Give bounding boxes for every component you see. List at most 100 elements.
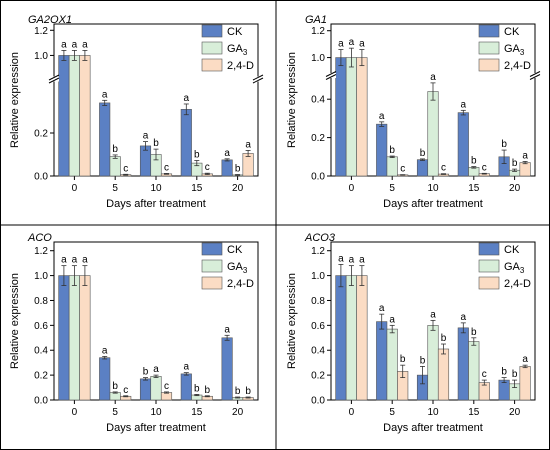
y-tick-label: 0.4 xyxy=(311,346,325,357)
y-tick-label: 0.6 xyxy=(311,321,325,332)
significance-letter: a xyxy=(224,324,230,335)
significance-letter: a xyxy=(461,99,467,110)
x-axis-title: Days after treatment xyxy=(106,198,206,210)
significance-letter: b xyxy=(194,383,200,394)
axis-break-gap xyxy=(326,73,336,78)
legend-label-2: GA3 xyxy=(504,261,525,275)
x-tick-label: 15 xyxy=(191,407,203,418)
significance-letter: a xyxy=(245,139,251,150)
x-tick-label: 15 xyxy=(468,183,480,194)
significance-letter: a xyxy=(153,364,159,375)
legend-label-1: CK xyxy=(227,244,243,256)
x-tick-label: 5 xyxy=(112,407,118,418)
bar-ck-5 xyxy=(99,357,111,401)
y-tick-label: 0.0 xyxy=(311,172,325,183)
y-axis-title: Relative expression xyxy=(286,52,298,148)
x-tick-label: 10 xyxy=(427,183,439,194)
legend-swatch-2 xyxy=(478,259,500,273)
y-tick-label: 1.0 xyxy=(311,53,325,64)
legend-label-1: CK xyxy=(504,26,520,38)
x-tick-label: 10 xyxy=(150,183,162,194)
y-tick-label: 0.0 xyxy=(311,396,325,407)
bar-ga3-5 xyxy=(109,392,121,401)
legend-swatch-3 xyxy=(478,58,500,72)
significance-letter: a xyxy=(61,39,67,50)
significance-letter: b xyxy=(471,156,477,167)
gene-title: ACO3 xyxy=(304,232,336,244)
significance-letter: b xyxy=(420,148,426,159)
bar-ck-20 xyxy=(221,159,233,177)
bar-ck-15 xyxy=(180,109,192,177)
y-tick-label: 1.2 xyxy=(311,246,325,257)
x-tick-label: 0 xyxy=(72,407,78,418)
legend-label-3: 2,4-D xyxy=(227,60,254,72)
bar-ck-10 xyxy=(416,159,429,177)
legend-label-text: CK xyxy=(504,26,520,38)
bar-ga3-0 xyxy=(68,275,80,401)
bar-ck-15 xyxy=(457,112,469,177)
legend-label-text: CK xyxy=(227,26,243,38)
significance-letter: a xyxy=(338,39,344,50)
significance-letter: c xyxy=(441,163,446,174)
x-tick-label: 20 xyxy=(509,407,521,418)
legend-swatch-3 xyxy=(201,276,223,290)
y-axis-title: Relative expression xyxy=(9,52,21,148)
significance-letter: a xyxy=(224,148,230,159)
bar-ga3-15 xyxy=(468,167,480,177)
bar-24d-0 xyxy=(356,57,368,177)
significance-letter: a xyxy=(338,253,344,264)
gene-title: ACO xyxy=(27,232,52,244)
bar-ga3-5 xyxy=(386,156,398,177)
x-axis-title: Days after treatment xyxy=(383,198,483,210)
gene-title: GA2OX1 xyxy=(28,14,72,26)
legend-swatch-1 xyxy=(478,242,500,256)
x-tick-label: 15 xyxy=(468,407,480,418)
axis-break-gap xyxy=(253,76,263,82)
significance-letter: a xyxy=(359,255,365,266)
significance-letter: a xyxy=(522,150,528,161)
legend-label-subscript: 3 xyxy=(520,48,525,57)
bar-ck-20 xyxy=(498,379,510,401)
x-tick-label: 5 xyxy=(389,183,395,194)
bar-ck-5 xyxy=(376,321,388,401)
legend-label-text: CK xyxy=(227,244,243,256)
axis-break-mark xyxy=(252,74,264,81)
significance-letter: a xyxy=(461,312,467,323)
significance-letter: a xyxy=(184,362,190,373)
bar-ck-10 xyxy=(139,378,152,401)
bar-24d-0 xyxy=(79,275,91,401)
legend-label-subscript: 3 xyxy=(243,48,248,57)
bar-ck-15 xyxy=(457,327,469,401)
significance-letter: b xyxy=(471,327,477,338)
x-tick-label: 10 xyxy=(150,407,162,418)
y-tick-label: 0.2 xyxy=(34,129,48,140)
legend-swatch-1 xyxy=(478,24,500,38)
significance-letter: b xyxy=(501,367,507,378)
legend-swatch-1 xyxy=(201,24,223,38)
y-tick-label: 0.2 xyxy=(311,133,325,144)
legend-swatch-3 xyxy=(478,276,500,290)
bar-ga3-5 xyxy=(109,156,121,177)
y-tick-label: 0.2 xyxy=(311,371,325,382)
bar-ck-0 xyxy=(335,57,347,177)
significance-letter: c xyxy=(205,162,210,173)
legend-swatch-2 xyxy=(201,41,223,55)
significance-letter: b xyxy=(512,369,518,380)
significance-letter: a xyxy=(430,309,436,320)
significance-letter: a xyxy=(102,345,108,356)
y-tick-label: 1.0 xyxy=(34,51,48,62)
significance-letter: a xyxy=(522,354,528,365)
significance-letter: c xyxy=(164,381,169,392)
bar-ga3-0 xyxy=(345,275,357,401)
x-tick-label: 20 xyxy=(232,407,244,418)
bar-24d-10 xyxy=(437,348,450,401)
significance-letter: c xyxy=(123,163,128,174)
y-tick-label: 1.0 xyxy=(34,271,48,282)
legend-label-text: 2,4-D xyxy=(227,60,254,72)
legend-label-text: 2,4-D xyxy=(227,278,254,290)
legend-label-3: 2,4-D xyxy=(227,278,254,290)
axis-break-mark xyxy=(325,74,337,80)
significance-letter: a xyxy=(389,314,395,325)
